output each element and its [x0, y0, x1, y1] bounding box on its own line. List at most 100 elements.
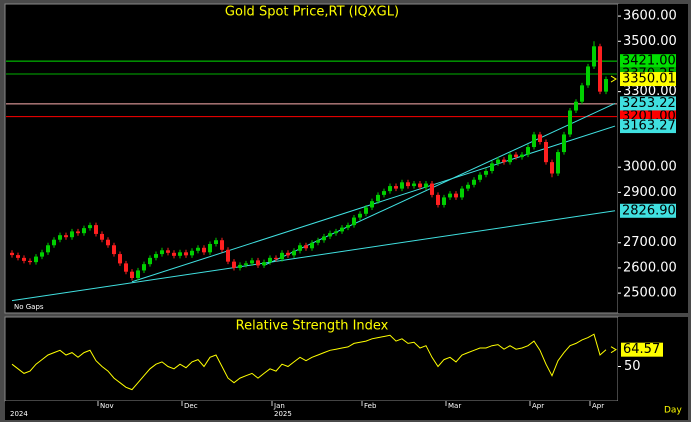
trendline	[11, 210, 616, 302]
candle-body	[544, 142, 548, 163]
candle-body	[130, 271, 134, 279]
candle-body	[190, 250, 194, 256]
candle-body	[160, 250, 164, 255]
candle-body	[574, 101, 578, 111]
candle-body	[28, 260, 32, 263]
candle-body	[142, 264, 146, 271]
candle-body	[346, 225, 350, 228]
last-label: 64.57	[623, 342, 660, 357]
candle-body	[322, 236, 326, 241]
candle-body	[88, 225, 92, 229]
annotation: No Gaps	[14, 303, 44, 311]
candle-body	[172, 252, 176, 256]
candle-body	[592, 46, 596, 67]
candle-body	[604, 79, 608, 92]
y-tick-label: 50	[624, 359, 641, 374]
last-arrow	[610, 346, 617, 354]
candle-body	[22, 257, 26, 261]
candle-body	[244, 263, 248, 265]
candle-body	[538, 134, 542, 143]
candle-body	[514, 154, 518, 158]
candle-body	[34, 256, 38, 263]
candle-body	[502, 159, 506, 163]
candle-body	[550, 162, 554, 174]
candle-body	[448, 193, 452, 198]
candle-body	[496, 159, 500, 164]
candle-body	[118, 254, 122, 264]
candle-body	[562, 134, 566, 153]
candle-body	[292, 250, 296, 256]
price-panel	[4, 3, 619, 314]
candle-body	[334, 231, 338, 234]
candle-body	[58, 235, 62, 240]
rsi-line	[11, 333, 607, 391]
candle-body	[478, 174, 482, 180]
candle-body	[460, 188, 464, 198]
year-label: 2024	[10, 410, 28, 418]
candle-body	[220, 240, 224, 250]
candle-body	[520, 154, 524, 158]
candle-body	[430, 183, 434, 195]
candle-body	[370, 201, 374, 208]
x-tick-label: Mar	[448, 402, 461, 410]
trendline-label: 3163.27	[622, 119, 676, 134]
candle-body	[112, 245, 116, 255]
candle-body	[274, 257, 278, 260]
candle-body	[316, 240, 320, 243]
candle-body	[82, 228, 86, 234]
candle-body	[226, 249, 230, 262]
candle-body	[364, 207, 368, 214]
candle-body	[298, 245, 302, 251]
candle-body	[262, 262, 266, 266]
candle-body	[352, 217, 356, 226]
candle-body	[532, 134, 536, 148]
candle-body	[472, 179, 476, 185]
candle-body	[526, 147, 530, 155]
candle-body	[256, 260, 260, 266]
x-tick-label: Apr	[532, 402, 544, 410]
candle-body	[76, 231, 80, 234]
candle-body	[16, 255, 20, 258]
x-axis-label: Day	[664, 406, 682, 416]
last-arrow	[610, 75, 617, 83]
candle-body	[268, 257, 272, 263]
candle-body	[124, 263, 128, 272]
candle-body	[436, 194, 440, 205]
candle-body	[70, 231, 74, 238]
candle-body	[400, 182, 404, 189]
trendline-label-box	[620, 96, 676, 111]
candle-body	[580, 85, 584, 102]
y-tick-label: 2700.00	[623, 235, 677, 250]
candle-body	[466, 184, 470, 189]
x-tick-label: Feb	[364, 402, 377, 410]
candle-body	[382, 191, 386, 195]
candle-body	[184, 252, 188, 256]
candle-body	[358, 213, 362, 218]
candle-body	[154, 254, 158, 258]
level-label-box	[620, 54, 676, 69]
candle-body	[412, 183, 416, 187]
candle-body	[598, 46, 602, 92]
last-label-box	[620, 72, 676, 87]
candle-body	[586, 66, 590, 86]
y-tick-label: 3300.00	[623, 84, 677, 99]
candle-body	[238, 264, 242, 268]
last-label: 3350.01	[622, 72, 676, 87]
candle-body	[394, 186, 398, 189]
trendline-label: 3253.22	[622, 96, 676, 111]
chart-title: Gold Spot Price,RT (IQXGL)	[225, 5, 399, 20]
candle-body	[340, 227, 344, 232]
y-tick-label: 2600.00	[623, 260, 677, 275]
trendline-label: 2826.90	[622, 203, 676, 218]
x-tick-label: Dec	[184, 402, 198, 410]
y-tick-label: 3600.00	[623, 9, 677, 24]
rsi-title: Relative Strength Index	[236, 319, 389, 334]
y-tick-label: 3500.00	[623, 34, 677, 49]
candle-body	[232, 261, 236, 268]
candle-body	[388, 186, 392, 192]
x-tick-label: Nov	[100, 402, 114, 410]
candle-body	[376, 194, 380, 202]
candle-body	[418, 183, 422, 188]
